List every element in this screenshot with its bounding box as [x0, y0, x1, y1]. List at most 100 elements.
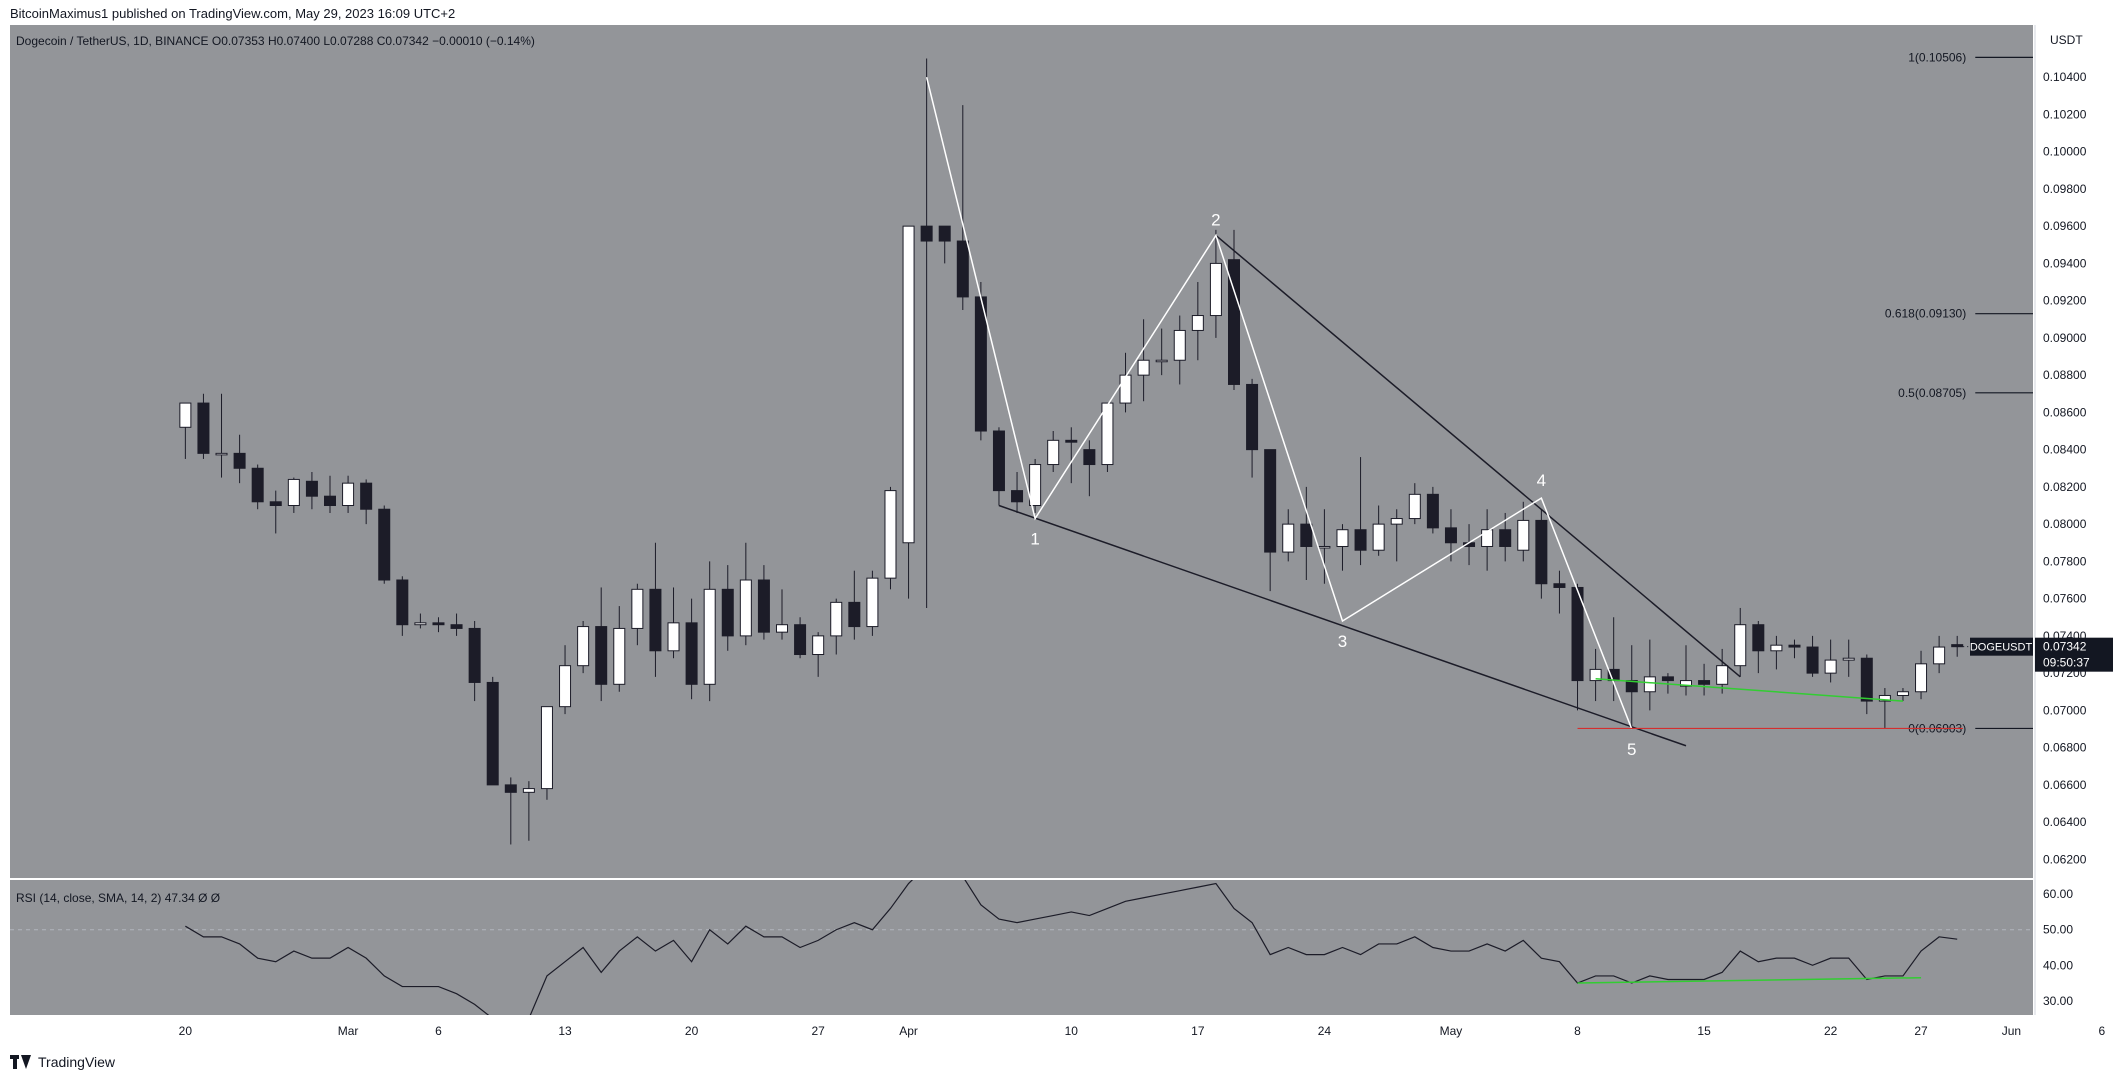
candle-body: [921, 226, 932, 241]
candle-body: [505, 785, 516, 792]
candle-body: [306, 481, 317, 496]
candle-body: [397, 580, 408, 625]
symbol-legend: Dogecoin / TetherUS, 1D, BINANCE O0.0735…: [16, 34, 535, 48]
price-tick-label: 0.07600: [2043, 592, 2087, 606]
price-tick-label: 0.07000: [2043, 703, 2087, 717]
price-tag-countdown: 09:50:37: [2043, 656, 2090, 670]
price-tick-label: 0.09000: [2043, 331, 2087, 345]
candle-body: [758, 580, 769, 632]
rsi-tick-label: 50.00: [2043, 923, 2073, 937]
candle-body: [1048, 440, 1059, 464]
candle-body: [451, 625, 462, 629]
footer-bar: TradingView: [0, 1048, 2113, 1079]
date-tick-label: 27: [1914, 1024, 1928, 1038]
candle-body: [1265, 450, 1276, 552]
candle-body: [722, 589, 733, 636]
candle-body: [1355, 530, 1366, 550]
price-chart[interactable]: 0.10400 0.10200 0.10000 0.09800 0.09600 0.094…: [0, 0, 2113, 1048]
price-tick-label: 0.06200: [2043, 852, 2087, 866]
candle-body: [1120, 375, 1131, 403]
price-tick-label: 0.08200: [2043, 480, 2087, 494]
candle: [379, 506, 390, 584]
price-tick-label: 0.07800: [2043, 554, 2087, 568]
rsi-tick-label: 60.00: [2043, 887, 2073, 901]
date-tick-label: May: [1440, 1024, 1463, 1038]
candle-body: [1753, 625, 1764, 651]
candle-body: [885, 491, 896, 579]
wave-label-5: 5: [1627, 740, 1636, 759]
candle-body: [1391, 519, 1402, 525]
price-tick-label: 0.10400: [2043, 70, 2087, 84]
candle-body: [686, 623, 697, 684]
candle-body: [541, 707, 552, 789]
candle-body: [1644, 677, 1655, 692]
candle-body: [632, 589, 643, 628]
candle-body: [1807, 647, 1818, 673]
candle-body: [1337, 530, 1348, 547]
candle-body: [1445, 528, 1456, 543]
price-tick-label: 0.06600: [2043, 778, 2087, 792]
candle: [975, 282, 986, 440]
wave-label-1: 1: [1030, 530, 1039, 549]
price-tick-label: 0.09800: [2043, 182, 2087, 196]
price-tick-label: 0.09600: [2043, 219, 2087, 233]
date-tick-label: Jun: [2002, 1024, 2021, 1038]
date-tick-label: 20: [179, 1024, 193, 1038]
candle-body: [777, 625, 788, 632]
candle: [1427, 487, 1438, 534]
candle-body: [1301, 524, 1312, 546]
price-tag-value: 0.07342: [2043, 640, 2087, 654]
candle-body: [1319, 546, 1330, 548]
currency-label: USDT: [2050, 33, 2083, 47]
candle-body: [1934, 647, 1945, 664]
candle-body: [469, 628, 480, 682]
rsi-tick-label: 30.00: [2043, 994, 2073, 1008]
candle-body: [867, 578, 878, 626]
candle-body: [1717, 666, 1728, 685]
candle-body: [596, 627, 607, 685]
price-pane: [10, 25, 2033, 878]
candle-body: [325, 496, 336, 505]
candle-body: [1952, 645, 1963, 647]
tradingview-logo[interactable]: TradingView: [10, 1054, 115, 1070]
candle-body: [415, 623, 426, 625]
price-tick-label: 0.09200: [2043, 294, 2087, 308]
candle: [1102, 403, 1113, 472]
candle-body: [1536, 520, 1547, 583]
price-tick-label: 0.06400: [2043, 815, 2087, 829]
price-tick-label: 0.06800: [2043, 741, 2087, 755]
candle-body: [1084, 450, 1095, 465]
candle-body: [1789, 645, 1800, 647]
candle-body: [1518, 520, 1529, 550]
tradingview-logo-icon: [10, 1055, 32, 1069]
candle-body: [668, 623, 679, 651]
candle-body: [975, 297, 986, 431]
candle-body: [993, 431, 1004, 491]
candle-body: [198, 403, 209, 453]
candle: [198, 394, 209, 459]
candle-body: [1174, 330, 1185, 360]
fib-level-label: 1(0.10506): [1908, 50, 1966, 64]
wave-label-3: 3: [1338, 632, 1347, 651]
candle-body: [939, 226, 950, 241]
date-tick-label: 24: [1318, 1024, 1332, 1038]
candle-body: [343, 483, 354, 505]
current-price-tag: 0.07342 09:50:37: [2035, 638, 2113, 672]
candle-body: [379, 509, 390, 580]
candle-body: [1825, 660, 1836, 673]
candle-body: [288, 479, 299, 505]
date-tick-label: 27: [811, 1024, 825, 1038]
candle: [867, 571, 878, 636]
date-tick-label: 6: [2098, 1024, 2105, 1038]
candle-body: [1192, 316, 1203, 331]
date-tick-label: 17: [1191, 1024, 1205, 1038]
candle-body: [1735, 625, 1746, 666]
candle-body: [831, 602, 842, 636]
date-tick-label: 6: [435, 1024, 442, 1038]
candle-body: [1138, 360, 1149, 375]
candle: [541, 707, 552, 800]
date-tick-label: 15: [1697, 1024, 1711, 1038]
candle-body: [903, 226, 914, 543]
candle-body: [523, 789, 534, 793]
candle: [885, 487, 896, 589]
